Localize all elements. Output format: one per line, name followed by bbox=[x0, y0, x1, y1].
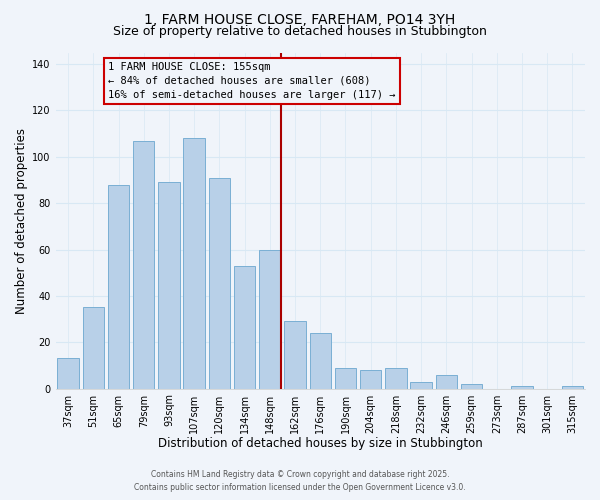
Bar bbox=[310, 333, 331, 388]
Bar bbox=[461, 384, 482, 388]
Bar bbox=[184, 138, 205, 388]
Bar bbox=[360, 370, 382, 388]
Bar bbox=[562, 386, 583, 388]
Text: 1 FARM HOUSE CLOSE: 155sqm
← 84% of detached houses are smaller (608)
16% of sem: 1 FARM HOUSE CLOSE: 155sqm ← 84% of deta… bbox=[109, 62, 396, 100]
Bar bbox=[158, 182, 180, 388]
Bar bbox=[511, 386, 533, 388]
Bar bbox=[83, 308, 104, 388]
Bar bbox=[385, 368, 407, 388]
Bar bbox=[108, 184, 129, 388]
Bar bbox=[133, 140, 154, 388]
Bar bbox=[234, 266, 256, 388]
Text: Size of property relative to detached houses in Stubbington: Size of property relative to detached ho… bbox=[113, 25, 487, 38]
Bar bbox=[436, 374, 457, 388]
Text: 1, FARM HOUSE CLOSE, FAREHAM, PO14 3YH: 1, FARM HOUSE CLOSE, FAREHAM, PO14 3YH bbox=[145, 12, 455, 26]
Bar bbox=[284, 322, 306, 388]
Bar bbox=[259, 250, 281, 388]
Bar bbox=[335, 368, 356, 388]
Y-axis label: Number of detached properties: Number of detached properties bbox=[15, 128, 28, 314]
X-axis label: Distribution of detached houses by size in Stubbington: Distribution of detached houses by size … bbox=[158, 437, 482, 450]
Bar bbox=[209, 178, 230, 388]
Bar bbox=[410, 382, 432, 388]
Bar bbox=[58, 358, 79, 388]
Text: Contains HM Land Registry data © Crown copyright and database right 2025.
Contai: Contains HM Land Registry data © Crown c… bbox=[134, 470, 466, 492]
